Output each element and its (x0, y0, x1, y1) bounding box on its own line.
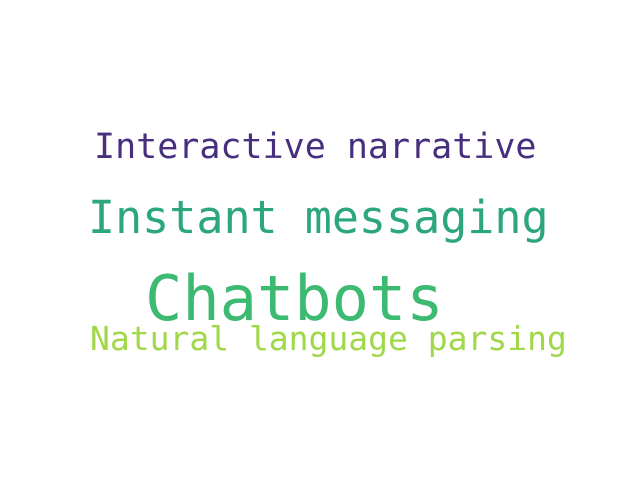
word-chatbots: Chatbots (145, 262, 444, 335)
word-instant-messaging: Instant messaging (88, 191, 549, 244)
word-interactive-narrative: Interactive narrative (94, 127, 537, 167)
word-natural-language-parsing: Natural language parsing (90, 319, 567, 358)
